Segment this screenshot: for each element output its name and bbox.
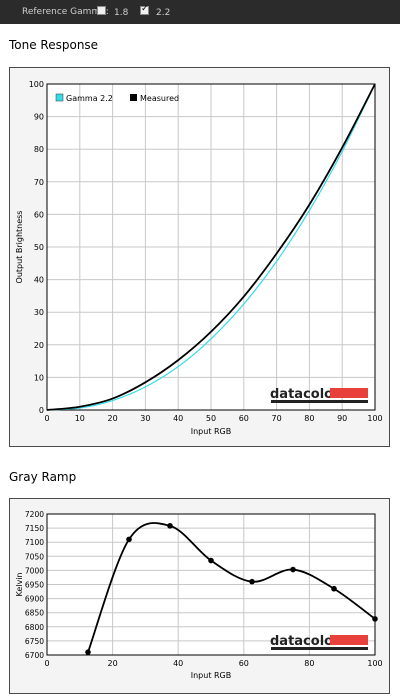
gray-y-tick-label: 7200 [25, 510, 44, 519]
gray-ramp-data-point [290, 566, 296, 573]
tone-response-title: Tone Response [9, 38, 99, 52]
tone-y-tick-label: 10 [34, 373, 44, 382]
gray-y-tick-label: 7000 [25, 566, 44, 575]
datacolor-logo-underline [271, 400, 368, 403]
legend-gamma-swatch [55, 93, 64, 102]
legend-measured-label: Measured [140, 94, 179, 103]
tone-x-tick-label: 100 [367, 414, 382, 423]
gray-y-tick-label: 6700 [25, 651, 44, 660]
tone-x-tick-label: 60 [239, 414, 249, 423]
tone-y-tick-label: 0 [39, 406, 44, 415]
reference-gamma-label: Reference Gamma: [22, 7, 109, 17]
datacolor-logo-text: datacolor [270, 634, 340, 649]
legend-measured-swatch [130, 94, 137, 101]
gray-y-tick-label: 6750 [25, 637, 44, 646]
tone-y-tick-label: 40 [34, 276, 44, 285]
gray-ramp-data-point [208, 557, 214, 564]
tone-response-panel: 0 10 20 30 40 50 60 70 80 90 100 0 10 20 30 40 50 60 70 80 9… [9, 67, 390, 447]
gray-ramp-data-point [249, 578, 255, 585]
tone-x-tick-label: 70 [272, 414, 282, 423]
gray-ramp-data-point [126, 536, 132, 543]
tone-y-tick-label: 70 [34, 178, 44, 187]
gray-y-tick-label: 7150 [25, 524, 44, 533]
tone-x-tick-label: 40 [173, 414, 183, 423]
gray-x-tick-label: 60 [239, 659, 249, 668]
gray-ramp-panel: 0 20 40 60 80 100 6700 6750 6800 6850 6900 6950 7000… [9, 498, 390, 694]
gray-x-axis-label: Input RGB [191, 671, 232, 680]
gray-ramp-chart: 0 20 40 60 80 100 6700 6750 6800 6850 6900 6950 7000… [15, 510, 383, 680]
tone-x-tick-label: 0 [44, 414, 49, 423]
gray-y-axis-label: Kelvin [15, 572, 24, 596]
tone-x-tick-label: 10 [75, 414, 85, 423]
gray-plot-border [46, 513, 376, 656]
gray-x-tick-label: 0 [44, 659, 49, 668]
gray-x-tick-label: 80 [304, 659, 314, 668]
datacolor-logo-underline [271, 647, 368, 650]
gamma-22-checkbox[interactable] [140, 4, 149, 15]
gray-y-tick-label: 6850 [25, 609, 44, 618]
gray-y-tick-label: 7100 [25, 538, 44, 547]
gray-y-tick-label: 6900 [25, 595, 44, 604]
gray-x-tick-label: 100 [367, 659, 382, 668]
datacolor-logo-bar [330, 388, 368, 398]
gray-ramp-data-point [167, 523, 173, 529]
gamma-18-checkbox[interactable] [97, 6, 106, 15]
gray-y-tick-label: 7050 [25, 552, 44, 561]
tone-y-tick-label: 20 [34, 341, 44, 350]
legend-gamma-label: Gamma 2.2 [66, 94, 113, 103]
tone-y-tick-label: 90 [34, 113, 44, 122]
gray-y-tick-label: 6800 [25, 623, 44, 632]
tone-x-tick-label: 80 [304, 414, 314, 423]
gray-y-tick-label: 6950 [25, 581, 44, 590]
tone-x-tick-label: 30 [140, 414, 150, 423]
tone-plot-border [46, 83, 376, 411]
reference-gamma-toolbar: Reference Gamma: 1.8 2.2 [0, 0, 400, 24]
gray-ramp-title: Gray Ramp [9, 470, 77, 484]
tone-x-tick-label: 20 [108, 414, 118, 423]
datacolor-logo-text: datacolor [270, 387, 340, 402]
tone-response-chart: 0 10 20 30 40 50 60 70 80 90 100 0 10 20 30 40 50 60 70 80 9… [15, 80, 383, 436]
gamma-22-label[interactable]: 2.2 [156, 8, 171, 18]
gray-x-tick-label: 20 [108, 659, 118, 668]
gamma-18-label[interactable]: 1.8 [114, 8, 129, 18]
tone-y-tick-label: 80 [34, 145, 44, 154]
gray-ramp-data-point [331, 585, 337, 592]
tone-y-tick-label: 100 [29, 80, 44, 89]
gray-ramp-data-point [372, 616, 378, 622]
gamma-22-series-line [46, 83, 376, 411]
tone-y-axis-label: Output Brightness [15, 211, 24, 284]
gray-ramp-data-point [85, 649, 91, 655]
gray-x-tick-label: 40 [173, 659, 183, 668]
tone-x-tick-label: 50 [206, 414, 216, 423]
datacolor-logo-bar [330, 635, 368, 645]
tone-y-tick-label: 60 [34, 210, 44, 219]
tone-y-tick-label: 30 [34, 308, 44, 317]
tone-x-axis-label: Input RGB [191, 427, 232, 436]
measured-series-line [46, 83, 376, 411]
tone-x-tick-label: 90 [337, 414, 347, 423]
tone-y-tick-label: 50 [34, 243, 44, 252]
